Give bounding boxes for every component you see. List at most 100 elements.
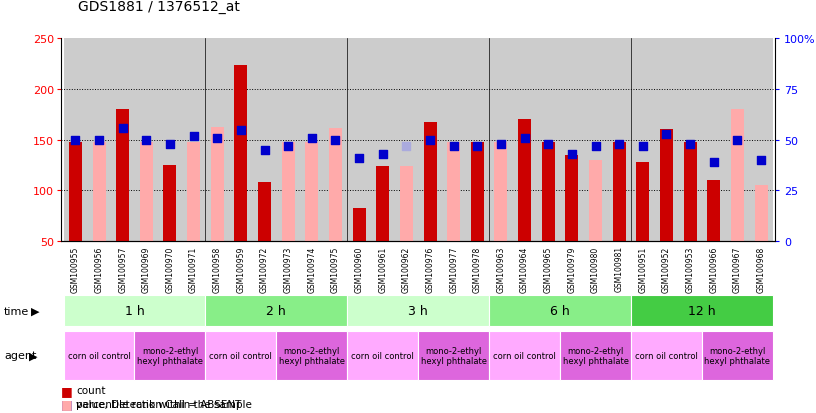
- Bar: [512, 39, 536, 242]
- Text: corn oil control: corn oil control: [493, 351, 556, 360]
- Text: GSM100951: GSM100951: [638, 246, 647, 292]
- Point: [755, 157, 768, 164]
- Bar: [206, 39, 229, 242]
- Point: [258, 147, 271, 154]
- Text: 6 h: 6 h: [550, 304, 570, 317]
- Text: GSM100973: GSM100973: [284, 246, 293, 292]
- Bar: [560, 39, 583, 242]
- Bar: [447, 142, 460, 242]
- Text: GSM100975: GSM100975: [331, 246, 340, 292]
- Text: 3 h: 3 h: [408, 304, 428, 317]
- Text: GSM100966: GSM100966: [709, 246, 718, 292]
- Bar: [158, 39, 182, 242]
- Text: GSM100964: GSM100964: [520, 246, 529, 292]
- Text: ■: ■: [61, 411, 73, 413]
- Text: GSM100978: GSM100978: [472, 246, 481, 292]
- Text: ▶: ▶: [31, 306, 39, 316]
- Point: [613, 141, 626, 148]
- Text: ■: ■: [61, 397, 73, 411]
- Bar: [725, 39, 749, 242]
- Bar: [471, 142, 484, 242]
- Bar: [536, 39, 560, 242]
- Point: [282, 143, 295, 150]
- Bar: [140, 142, 153, 242]
- Text: GSM100953: GSM100953: [685, 246, 694, 292]
- Bar: [324, 39, 348, 242]
- Text: GSM100952: GSM100952: [662, 246, 671, 292]
- Text: GSM100970: GSM100970: [166, 246, 175, 292]
- Text: percentile rank within the sample: percentile rank within the sample: [76, 399, 252, 409]
- Bar: [92, 142, 105, 242]
- Bar: [707, 181, 721, 242]
- Bar: [418, 39, 441, 242]
- Text: GSM100969: GSM100969: [142, 246, 151, 292]
- Text: GSM100955: GSM100955: [71, 246, 80, 292]
- Bar: [282, 142, 295, 242]
- Point: [424, 137, 437, 144]
- Bar: [253, 39, 277, 242]
- Text: GSM100961: GSM100961: [379, 246, 388, 292]
- Bar: [277, 39, 300, 242]
- Bar: [395, 39, 418, 242]
- Bar: [607, 39, 631, 242]
- Text: mono-2-ethyl
hexyl phthalate: mono-2-ethyl hexyl phthalate: [421, 346, 486, 365]
- Point: [92, 137, 105, 144]
- Point: [376, 151, 389, 158]
- Bar: [631, 39, 654, 242]
- Text: 1 h: 1 h: [125, 304, 144, 317]
- Bar: [64, 39, 87, 242]
- Bar: [684, 142, 697, 242]
- Point: [69, 137, 82, 144]
- Bar: [211, 127, 224, 242]
- Text: 12 h: 12 h: [688, 304, 716, 317]
- Text: GSM100958: GSM100958: [213, 246, 222, 292]
- Point: [163, 141, 176, 148]
- Point: [684, 141, 697, 148]
- Point: [731, 137, 744, 144]
- Text: GSM100980: GSM100980: [591, 246, 600, 292]
- Text: GSM100960: GSM100960: [355, 246, 364, 292]
- Bar: [489, 39, 512, 242]
- Point: [707, 159, 721, 166]
- Bar: [111, 39, 135, 242]
- Bar: [441, 39, 465, 242]
- Bar: [660, 129, 673, 242]
- Bar: [163, 166, 176, 242]
- Text: GSM100968: GSM100968: [756, 246, 765, 292]
- Text: GSM100981: GSM100981: [614, 246, 623, 292]
- Text: GSM100963: GSM100963: [496, 246, 505, 292]
- Point: [447, 143, 460, 150]
- Text: GSM100967: GSM100967: [733, 246, 742, 292]
- Text: GSM100972: GSM100972: [260, 246, 269, 292]
- Bar: [234, 66, 247, 242]
- Text: 2 h: 2 h: [267, 304, 286, 317]
- Bar: [116, 110, 129, 242]
- Bar: [589, 161, 602, 242]
- Text: GSM100956: GSM100956: [95, 246, 104, 292]
- Bar: [87, 39, 111, 242]
- Text: GSM100957: GSM100957: [118, 246, 127, 292]
- Text: corn oil control: corn oil control: [68, 351, 131, 360]
- Point: [471, 143, 484, 150]
- Bar: [465, 39, 489, 242]
- Point: [116, 125, 129, 132]
- Point: [140, 137, 153, 144]
- Text: corn oil control: corn oil control: [635, 351, 698, 360]
- Point: [211, 135, 224, 142]
- Text: ■: ■: [61, 384, 73, 397]
- Bar: [542, 142, 555, 242]
- Bar: [376, 167, 389, 242]
- Text: corn oil control: corn oil control: [210, 351, 273, 360]
- Text: ■: ■: [61, 397, 73, 411]
- Point: [542, 141, 555, 148]
- Bar: [353, 208, 366, 242]
- Point: [329, 137, 342, 144]
- Bar: [187, 142, 200, 242]
- Bar: [329, 128, 342, 242]
- Text: GSM100962: GSM100962: [401, 246, 411, 292]
- Bar: [300, 39, 324, 242]
- Bar: [305, 142, 318, 242]
- Bar: [371, 39, 395, 242]
- Text: GSM100971: GSM100971: [189, 246, 198, 292]
- Text: GSM100976: GSM100976: [425, 246, 435, 292]
